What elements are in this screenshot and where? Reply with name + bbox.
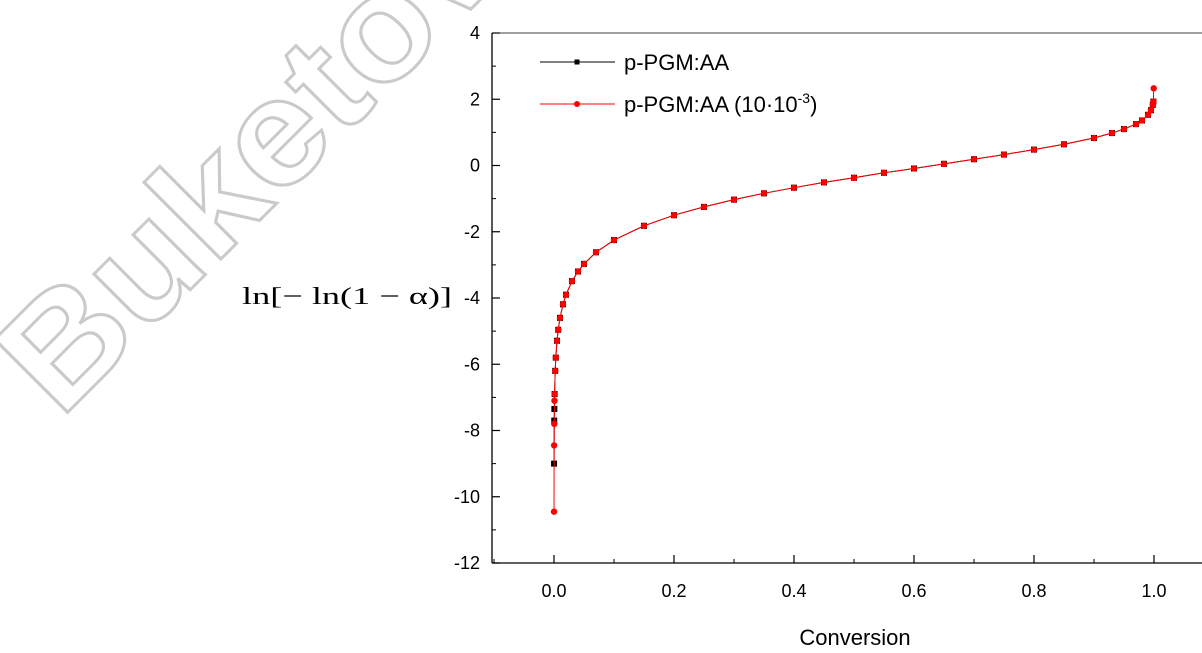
series-2-point — [1000, 151, 1008, 158]
series-2-point — [550, 442, 558, 449]
y-axis-title: ln[− ln(1 − α)] — [242, 284, 452, 310]
series-2-point — [970, 156, 978, 163]
series-1 — [551, 98, 1157, 467]
series-2-point — [580, 260, 588, 268]
series-2-point — [568, 277, 576, 285]
y-tick-label-8: 4 — [470, 23, 480, 43]
series-2-point — [1138, 117, 1146, 124]
y-tick-label-3: -6 — [464, 354, 480, 374]
series-1-line — [553, 101, 1154, 464]
series-layer — [550, 85, 1157, 515]
series-2-point — [1030, 146, 1038, 153]
legend-label-series-2-sup: -3 — [798, 90, 811, 106]
y-tick-label-7: 2 — [470, 89, 480, 109]
series-2-point — [556, 314, 564, 322]
series-2-point — [552, 354, 559, 361]
series-2-line — [553, 88, 1155, 512]
series-2-point — [555, 326, 562, 333]
x-axis-title: Conversion — [799, 625, 910, 650]
series-2-point — [562, 291, 570, 298]
series-2-point — [790, 184, 798, 191]
x-tick-label-4: 0.8 — [1021, 581, 1046, 601]
legend-marker-series-2 — [574, 101, 580, 107]
plot-area: 0.0 0.2 0.4 0.6 0.8 1.0 -12 -10 -8 -6 -4 -2 0 2 4 — [454, 23, 1202, 601]
series-2-point — [670, 211, 678, 219]
series-2-point — [880, 169, 888, 176]
series-2-point — [940, 160, 948, 168]
watermark-text: Buketov — [0, 0, 535, 443]
series-2-point — [551, 397, 558, 404]
series-2-point — [760, 190, 768, 197]
series-2-point — [1060, 141, 1068, 148]
series-2-point — [1150, 85, 1157, 92]
y-tick-label-2: -8 — [464, 421, 480, 441]
y-tick-label-0: -12 — [454, 553, 480, 573]
series-2-point — [1150, 98, 1157, 105]
series-2-point — [551, 390, 558, 398]
y-tick-label-4: -4 — [464, 288, 480, 308]
series-2-point — [850, 174, 858, 181]
series-2 — [550, 85, 1157, 515]
series-2-point — [730, 196, 738, 203]
legend-label-series-2-main: p-PGM:AA (10·10 — [624, 92, 798, 117]
series-2-point — [1108, 129, 1116, 137]
series-2-point — [551, 420, 558, 428]
series-2-point — [550, 508, 558, 515]
series-2-point — [910, 165, 918, 172]
y-tick-label-5: -2 — [464, 222, 480, 242]
series-2-point — [592, 249, 600, 256]
x-tick-label-1: 0.2 — [661, 581, 686, 601]
x-tick-label-5: 1.0 — [1141, 581, 1166, 601]
series-2-point — [553, 337, 561, 344]
x-tick-label-3: 0.6 — [901, 581, 926, 601]
legend-marker-series-1 — [574, 59, 580, 65]
x-tick-label-0: 0.0 — [541, 581, 566, 601]
series-2-point — [1132, 120, 1140, 128]
x-ticks: 0.0 0.2 0.4 0.6 0.8 1.0 — [493, 555, 1167, 601]
series-2-point — [1120, 125, 1128, 133]
legend: p-PGM:AA p-PGM:AA (10·10-3) — [540, 50, 817, 117]
y-tick-label-1: -10 — [454, 487, 480, 507]
series-2-point — [1147, 106, 1155, 114]
series-2-point — [574, 268, 582, 275]
x-tick-label-2: 0.4 — [781, 581, 806, 601]
series-2-point — [820, 179, 828, 186]
y-tick-label-6: 0 — [470, 156, 480, 176]
legend-label-series-2-close: ) — [810, 92, 817, 117]
y-ticks: -12 -10 -8 -6 -4 -2 0 2 4 — [454, 23, 500, 573]
series-2-point — [1090, 134, 1098, 142]
series-2-point — [610, 236, 618, 244]
series-2-point — [552, 367, 559, 375]
series-2-point — [700, 203, 708, 211]
series-2-point — [640, 222, 648, 229]
legend-label-series-1: p-PGM:AA — [624, 50, 729, 75]
legend-label-series-2: p-PGM:AA (10·10-3) — [624, 90, 817, 117]
series-2-point — [559, 301, 567, 308]
series-2-point — [1144, 111, 1152, 119]
